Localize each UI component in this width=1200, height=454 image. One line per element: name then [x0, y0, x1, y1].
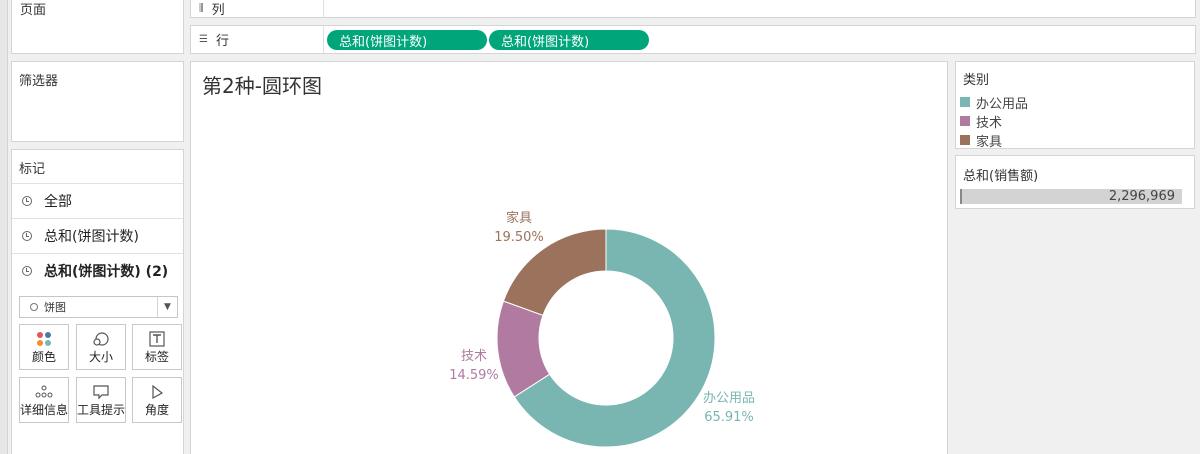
columns-label-text: 列 [211, 2, 225, 18]
label-text-icon [149, 331, 165, 347]
legend-swatch [960, 97, 970, 107]
tooltip-bubble-icon [93, 385, 109, 400]
detail-dots-icon [35, 385, 53, 398]
filters-card[interactable]: 筛选器 [11, 61, 184, 142]
pie-clock-icon [22, 266, 32, 276]
donut-slice-2[interactable] [502, 228, 607, 316]
pages-title: 页面 [20, 3, 47, 18]
rows-label-text: 行 [215, 34, 229, 49]
angle-button-label: 角度 [144, 403, 169, 417]
mark-row-sum-pie-count-2[interactable]: 总和(饼图计数) (2) [12, 253, 183, 288]
mark-row-label: 总和(饼图计数) [44, 229, 139, 245]
left-edge-strip [0, 0, 8, 454]
viz-card: 第2种-圆环图 办公用品 65.91% 技术 14.59% 家具 19.50% [190, 61, 948, 454]
legend-item-tech[interactable]: 技术 [960, 112, 1003, 131]
rows-shelf-label: ☰ 行 [191, 26, 324, 53]
angle-button[interactable]: 角度 [132, 377, 182, 423]
chart-title: 第2种-圆环图 [202, 74, 322, 98]
label-button[interactable]: 标签 [132, 324, 182, 370]
angle-icon [152, 384, 164, 400]
category-legend: 类别 办公用品 技术 家具 [955, 61, 1195, 150]
filters-title: 筛选器 [19, 74, 59, 89]
mark-row-label: 总和(饼图计数) (2) [44, 264, 169, 280]
slice-percent-label: 14.59% [449, 368, 499, 383]
legend-swatch [960, 116, 970, 126]
donut-slice-0[interactable] [513, 228, 716, 448]
mark-row-label: 全部 [44, 194, 72, 210]
size-button[interactable]: 大小 [76, 324, 126, 370]
mark-type-value: 饼图 [44, 301, 66, 314]
mark-type-dropdown[interactable]: 饼图 ▼ [19, 296, 178, 318]
rows-icon: ☰ [199, 34, 208, 45]
legend-label: 办公用品 [976, 96, 1029, 112]
size-legend: 总和(销售额) 2,296,969 [955, 155, 1195, 209]
legend-swatch [960, 135, 970, 145]
color-button-label: 颜色 [31, 350, 56, 364]
legend-title: 类别 [963, 73, 990, 88]
pages-card: 页面 [11, 0, 184, 54]
label-button-label: 标签 [144, 350, 169, 364]
detail-button[interactable]: 详细信息 [19, 377, 69, 423]
marks-card: 标记 全部 总和(饼图计数) 总和(饼图计数) (2) 饼图 ▼ 颜色 大小 [11, 149, 184, 454]
pie-clock-icon [22, 196, 32, 206]
slice-percent-label: 65.91% [704, 410, 754, 425]
size-legend-tick [960, 189, 962, 204]
slice-category-label: 办公用品 [703, 391, 755, 406]
legend-item-furniture[interactable]: 家具 [960, 131, 1003, 150]
columns-shelf-label: ⫼ 列 [191, 0, 324, 18]
slice-category-label: 家具 [506, 210, 532, 226]
mark-row-all[interactable]: 全部 [12, 183, 183, 218]
size-shapes-icon [93, 332, 109, 346]
columns-shelf[interactable]: ⫼ 列 [190, 0, 1196, 18]
donut-chart: 办公用品 65.91% 技术 14.59% 家具 19.50% [449, 210, 755, 448]
mark-row-sum-pie-count[interactable]: 总和(饼图计数) [12, 218, 183, 253]
size-legend-bar: 2,296,969 [960, 189, 1182, 204]
size-legend-value: 2,296,969 [1108, 189, 1175, 204]
columns-icon: ⫼ [199, 2, 204, 14]
size-legend-title: 总和(销售额) [963, 169, 1039, 184]
legend-label: 技术 [976, 115, 1003, 131]
color-dots-icon [37, 332, 51, 346]
row-pill-2[interactable]: 总和(饼图计数) [489, 30, 649, 50]
pie-clock-icon [22, 231, 32, 241]
slice-percent-label: 19.50% [494, 230, 544, 245]
tooltip-button[interactable]: 工具提示 [76, 377, 126, 423]
marks-title: 标记 [19, 162, 46, 177]
chevron-down-icon[interactable]: ▼ [157, 297, 177, 317]
color-button[interactable]: 颜色 [19, 324, 69, 370]
size-button-label: 大小 [88, 350, 113, 364]
pie-clock-icon [30, 303, 38, 311]
detail-button-label: 详细信息 [20, 403, 69, 417]
row-pill-1[interactable]: 总和(饼图计数) [327, 30, 487, 50]
tooltip-button-label: 工具提示 [77, 403, 126, 417]
rows-shelf[interactable]: ☰ 行 总和(饼图计数) 总和(饼图计数) [190, 25, 1196, 54]
legend-item-office[interactable]: 办公用品 [960, 93, 1029, 112]
legend-label: 家具 [976, 134, 1003, 150]
slice-category-label: 技术 [461, 349, 487, 364]
